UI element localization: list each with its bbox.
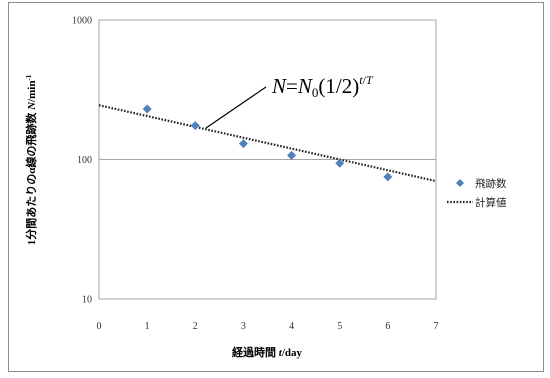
legend-label-飛跡数: 飛跡数 xyxy=(475,177,507,190)
x-tick-label: 4 xyxy=(289,321,294,332)
x-tick-label: 3 xyxy=(241,321,246,332)
legend-marker-飛跡数 xyxy=(456,179,464,187)
x-tick-label: 7 xyxy=(434,321,439,332)
data-point xyxy=(238,139,248,149)
x-tick-label: 0 xyxy=(97,321,102,332)
data-point xyxy=(335,158,345,168)
legend: 飛跡数 計算値 xyxy=(447,177,507,209)
x-axis-tick-labels: 0 1 2 3 4 5 6 7 xyxy=(97,321,439,332)
formula-annotation: N=N0(1/2)t/T xyxy=(271,73,374,100)
annotation-leader-line xyxy=(205,86,267,129)
data-point xyxy=(383,172,393,182)
x-axis-title: 経過時間 t/day xyxy=(232,345,302,359)
data-point xyxy=(190,121,200,131)
x-tick-label: 2 xyxy=(193,321,198,332)
legend-label-計算値: 計算値 xyxy=(475,196,507,209)
chart-frame: 10 100 1000 0 1 2 3 4 5 6 7 1分間あたりのα線の飛跡数 N/min-1… xyxy=(8,2,544,372)
x-tick-label: 6 xyxy=(385,321,390,332)
y-tick-label: 100 xyxy=(77,155,92,166)
x-tick-label: 5 xyxy=(337,321,342,332)
y-tick-label: 10 xyxy=(82,295,92,306)
data-point xyxy=(142,104,152,114)
y-axis-title: 1分間あたりのα線の飛跡数 N/min-1 xyxy=(24,74,38,245)
y-axis-tick-labels: 10 100 1000 xyxy=(72,16,92,306)
x-tick-label: 1 xyxy=(145,321,150,332)
y-tick-label: 1000 xyxy=(72,16,92,27)
data-point xyxy=(287,150,297,160)
decay-chart: 10 100 1000 0 1 2 3 4 5 6 7 1分間あたりのα線の飛跡数 N/min-1… xyxy=(24,16,507,360)
data-points-layer xyxy=(142,104,393,182)
